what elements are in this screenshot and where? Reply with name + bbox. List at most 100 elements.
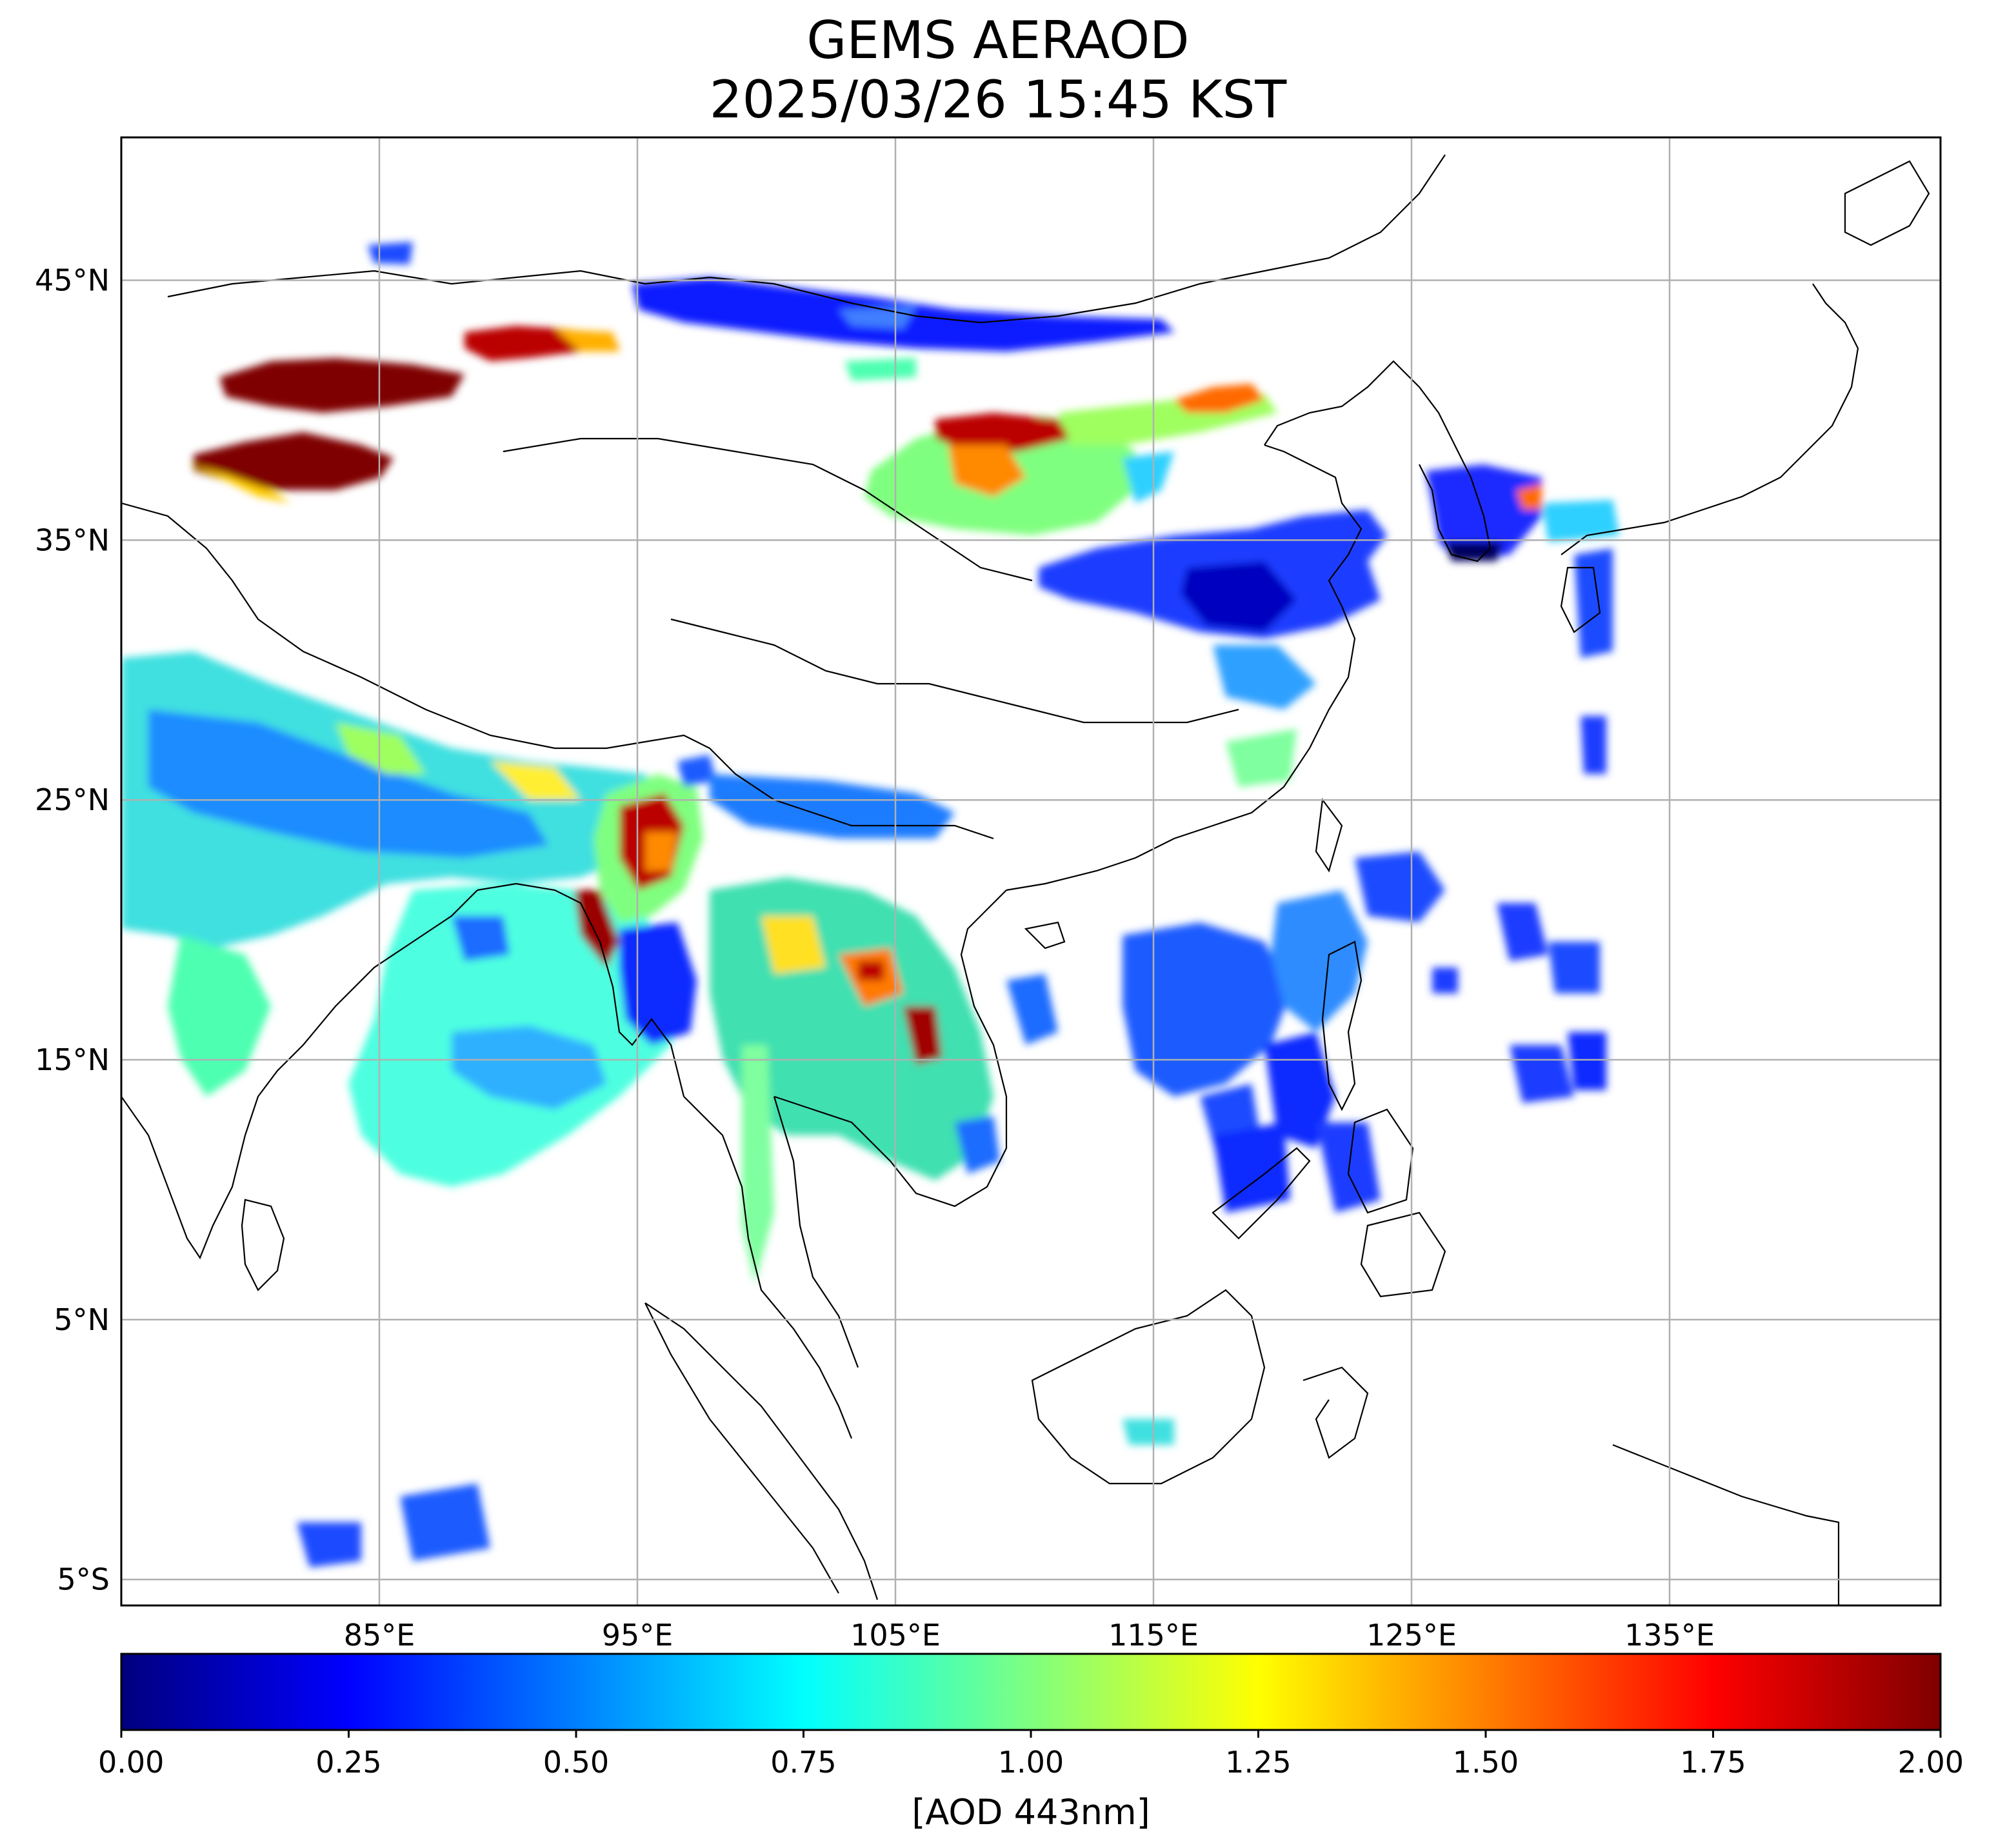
lat-tick-label: 5°N <box>54 1302 110 1337</box>
coast-new-guinea <box>1612 1444 1840 1605</box>
gridlines <box>121 137 1941 1605</box>
aod-blob-philsea-2 <box>1548 942 1600 993</box>
aod-blob-myanmar-fire-orange <box>645 832 677 871</box>
aod-blob-korea-east <box>1516 484 1542 510</box>
coast-luzon <box>1321 940 1362 1111</box>
lat-tick-label: 45°N <box>35 263 110 298</box>
lon-tick-label: 135°E <box>1624 1618 1715 1653</box>
aod-blob-luzon-west <box>1264 1032 1335 1148</box>
aod-blob-visayas <box>1316 1122 1381 1213</box>
aod-blob-indian-ocean-2 <box>297 1522 361 1567</box>
aod-blob-myanmar-south <box>619 922 697 1045</box>
aod-blob-vietnam-fire <box>903 1006 942 1064</box>
aod-blob-scs-north <box>1123 922 1290 1097</box>
border-china-north <box>167 154 1446 324</box>
coast-mindanao <box>1360 1211 1446 1298</box>
colorbar-tick-label: 0.00 <box>98 1745 164 1780</box>
colorbar-ticks: 0.00 0.25 0.50 0.75 1.00 1.25 1.50 1.75 2.00 <box>98 1730 1964 1780</box>
longitude-labels: 85°E 95°E 105°E 115°E 125°E 135°E <box>344 1618 1715 1653</box>
coast-hokkaido <box>1844 160 1930 246</box>
colorbar-tick-label: 2.00 <box>1898 1745 1964 1780</box>
aod-blob-bihar <box>335 722 426 774</box>
aod-blob-yunnan-west <box>677 755 716 787</box>
coast-malay-west <box>683 1096 853 1439</box>
aod-blob-taklimakan-edge <box>188 464 290 503</box>
aod-blob-bengal-yellow <box>490 761 581 800</box>
coast-hainan <box>1024 921 1066 949</box>
aod-blob-korea-south <box>1445 542 1503 561</box>
colorbar-tick-label: 0.75 <box>770 1745 836 1780</box>
aod-blob-kyushu <box>1574 548 1613 658</box>
aod-blob-south-china-border <box>710 774 955 839</box>
lon-tick-label: 115°E <box>1108 1618 1199 1653</box>
aod-blob-ordos-red <box>935 413 1071 452</box>
aod-blob-malay-north <box>742 1045 774 1284</box>
aod-blob-taklimakan <box>219 358 464 413</box>
aod-blob-taiwan-east <box>1355 851 1445 922</box>
coast-korea <box>1264 360 1492 562</box>
aod-blob-borneo <box>1123 1419 1174 1445</box>
lat-tick-label: 5°S <box>57 1562 110 1597</box>
colorbar-label: [AOD 443nm] <box>912 1792 1150 1833</box>
aod-blob-bay-of-bengal-blue <box>452 1026 606 1109</box>
coastlines <box>121 154 1930 1605</box>
colorbar-tick-label: 1.00 <box>998 1745 1064 1780</box>
coast-malay-east <box>773 1096 859 1368</box>
lon-tick-label: 95°E <box>602 1618 674 1653</box>
colorbar-tick-label: 0.50 <box>543 1745 609 1780</box>
aod-blob-philsea-1 <box>1497 903 1548 961</box>
colorbar-tick-label: 1.50 <box>1453 1745 1519 1780</box>
aod-blob-gulf-tonkin <box>1006 974 1058 1045</box>
coast-china-east <box>1006 444 1362 891</box>
lat-tick-label: 35°N <box>35 522 110 557</box>
coast-borneo <box>1031 1289 1266 1485</box>
coast-srilanka <box>241 1198 285 1291</box>
aod-blob-jiangnan <box>1213 645 1316 710</box>
aod-blob-scs-south <box>1213 1122 1290 1213</box>
border-tibet <box>503 437 1033 582</box>
aod-blob-philsea-4 <box>1568 1032 1606 1090</box>
coast-india <box>121 889 478 1260</box>
chart-title: GEMS AERAOD <box>806 10 1190 70</box>
aod-blob-beijing <box>1174 384 1264 413</box>
aod-blob-bay-north <box>452 916 510 961</box>
aod-blob-dzungaria <box>368 242 413 264</box>
border-china-south <box>121 502 994 840</box>
coast-sumatra <box>644 1302 879 1600</box>
aod-blob-mekong <box>955 1116 1000 1174</box>
coast-vietnam <box>773 889 1008 1207</box>
lat-tick-label: 25°N <box>35 782 110 817</box>
aod-blob-hebei <box>1123 452 1174 503</box>
aod-blob-ordos-orange <box>948 445 1026 497</box>
aod-blob-south-china-land <box>1226 729 1297 787</box>
aod-blob-philsea-5 <box>1432 968 1458 993</box>
colorbar-tick-label: 0.25 <box>315 1745 381 1780</box>
lon-tick-label: 105°E <box>850 1618 941 1653</box>
aod-blob-korea <box>1426 464 1542 561</box>
latitude-labels: 45°N 35°N 25°N 15°N 5°N 5°S <box>35 263 110 1597</box>
coast-japan-honshu <box>1561 283 1859 555</box>
aod-blob-thailand-north <box>761 916 826 974</box>
aod-blob-taklimakan-south <box>194 432 394 490</box>
coast-sumatra-west <box>644 1302 839 1594</box>
coast-sulawesi <box>1302 1366 1369 1459</box>
lon-tick-label: 85°E <box>344 1618 415 1653</box>
aod-blob-indo-gangetic-blue <box>148 710 548 858</box>
colorbar-tick-label: 1.75 <box>1680 1745 1746 1780</box>
colorbar-tick-label: 1.25 <box>1225 1745 1291 1780</box>
coast-myanmar <box>477 882 685 1097</box>
colorbar <box>120 1653 1942 1731</box>
coast-palawan <box>1212 1147 1311 1240</box>
coast-taiwan <box>1315 798 1343 873</box>
aod-blob-indian-ocean <box>400 1484 490 1561</box>
aod-blob-luzon-strait <box>1271 890 1368 1032</box>
aod-blob-laos-fire-red <box>858 961 884 980</box>
aod-blob-deccan <box>168 935 271 1097</box>
coast-kyushu <box>1560 566 1601 633</box>
aod-blob-mongolia-green <box>845 358 916 381</box>
lon-tick-label: 125°E <box>1366 1618 1457 1653</box>
aod-blob-ryukyu <box>1581 716 1606 774</box>
lat-tick-label: 15°N <box>35 1042 110 1077</box>
aod-blob-tianshan-edge <box>555 329 619 352</box>
